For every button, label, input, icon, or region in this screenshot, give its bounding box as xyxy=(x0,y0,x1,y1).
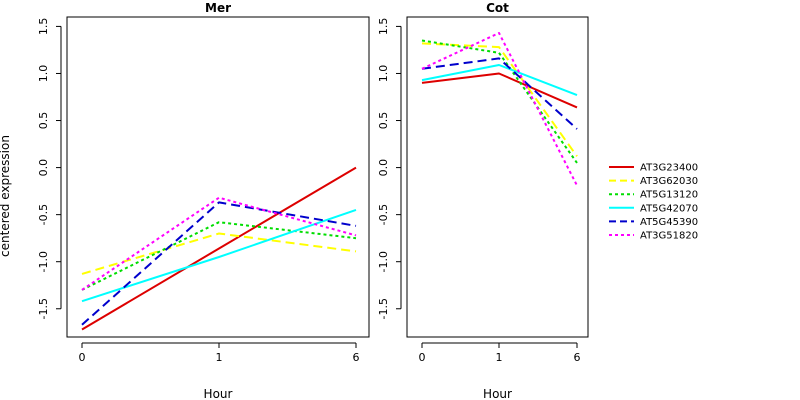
y-tick-label: 0.5 xyxy=(37,112,50,130)
y-tick-label: -0.5 xyxy=(37,204,50,225)
x-axis-title: Hour xyxy=(204,387,233,400)
plot-frame xyxy=(66,16,370,338)
series-line-at3g51820 xyxy=(81,196,357,291)
series-group xyxy=(81,166,357,331)
series-line-at5g45390 xyxy=(81,201,357,326)
legend-label: AT3G23400 xyxy=(640,163,698,174)
y-tick-label: 0.0 xyxy=(377,159,390,177)
x-tick-label: 1 xyxy=(496,351,503,364)
y-tick-label: 0.5 xyxy=(377,112,390,130)
y-tick-label: 1.0 xyxy=(37,65,50,83)
y-tick-label: 1.5 xyxy=(377,18,390,36)
series-line-at5g42070 xyxy=(81,208,357,303)
series-line-at5g13120 xyxy=(81,221,357,291)
series-line-at3g23400 xyxy=(81,166,357,331)
y-tick-label: 1.0 xyxy=(377,65,390,83)
series-line-at3g62030 xyxy=(81,232,357,275)
y-tick-label: -1.0 xyxy=(37,251,50,272)
legend-label: AT5G13120 xyxy=(640,190,698,201)
series-line-at3g51820 xyxy=(421,32,578,186)
y-tick-label: -1.5 xyxy=(377,298,390,319)
panel-mer: Mer -1.5 -1.0 -0.5 0.0 0.5 1.0 1.5 0 1 6 Hour xyxy=(37,1,370,400)
series-group xyxy=(421,32,578,186)
series-line-at3g23400 xyxy=(421,72,578,109)
series-line-at5g45390 xyxy=(421,57,578,130)
x-tick-label: 6 xyxy=(574,351,581,364)
series-line-at5g42070 xyxy=(421,64,578,97)
legend-label: AT5G45390 xyxy=(640,217,698,228)
y-tick-label: 0.0 xyxy=(37,159,50,177)
panel-title: Cot xyxy=(486,1,509,15)
y-tick-label: -1.5 xyxy=(37,298,50,319)
x-tick-label: 0 xyxy=(419,351,426,364)
series-line-at3g62030 xyxy=(421,42,578,157)
panel-cot: Cot -1.5 -1.0 -0.5 0.0 0.5 1.0 1.5 0 1 6 Hour xyxy=(377,1,589,400)
series-line-at5g13120 xyxy=(421,39,578,164)
legend-label: AT5G42070 xyxy=(640,203,698,214)
panel-title: Mer xyxy=(205,1,231,15)
x-axis-title: Hour xyxy=(483,387,512,400)
y-tick-label: -1.0 xyxy=(377,251,390,272)
y-axis-title: centered expression xyxy=(0,135,12,257)
x-tick-label: 0 xyxy=(79,351,86,364)
legend-label: AT3G51820 xyxy=(640,231,698,242)
y-tick-label: -0.5 xyxy=(377,204,390,225)
panels: Mer -1.5 -1.0 -0.5 0.0 0.5 1.0 1.5 0 1 6 Hour Cot -1.… xyxy=(37,1,589,400)
plot-frame xyxy=(406,16,589,338)
legend-label: AT3G62030 xyxy=(640,176,698,187)
x-tick-label: 1 xyxy=(216,351,223,364)
x-tick-label: 6 xyxy=(353,351,360,364)
y-tick-label: 1.5 xyxy=(37,18,50,36)
legend: AT3G23400 AT3G62030 AT5G13120 AT5G42070 AT5G… xyxy=(609,163,698,242)
